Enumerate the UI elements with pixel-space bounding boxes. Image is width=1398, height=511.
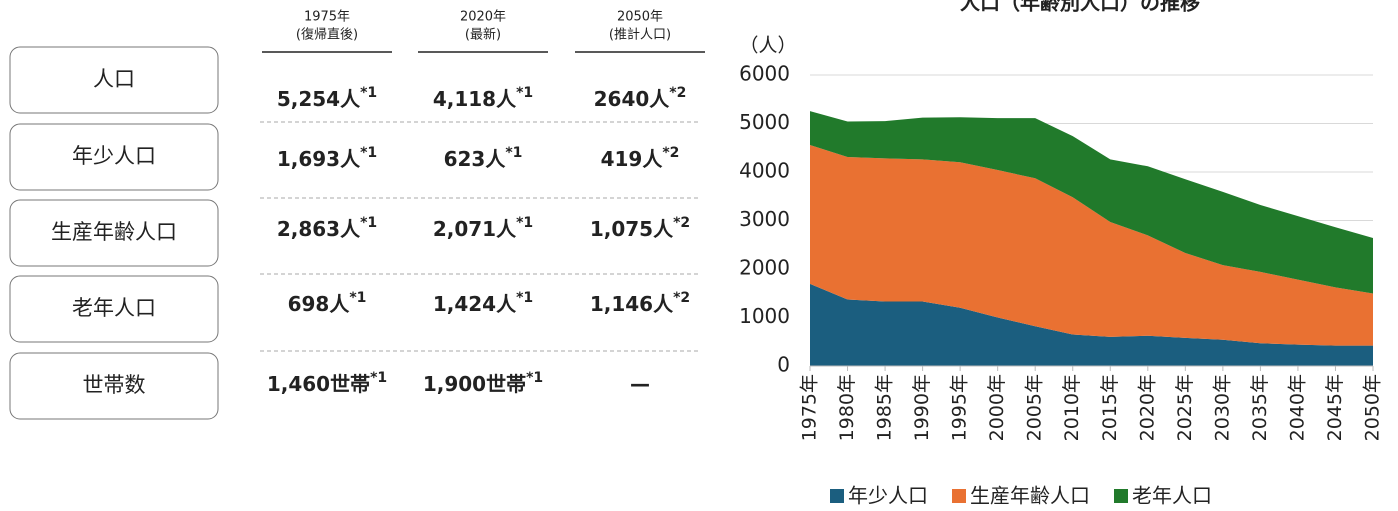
column-sub: (推計人口) [609,27,671,43]
x-tick-label: 2040年 [1286,374,1308,441]
row-label-box [9,123,219,191]
legend-swatch [830,489,844,503]
cell-note: *2 [669,85,686,101]
cell-value: 2,863人*1 [277,215,377,241]
cell-note: *1 [516,215,533,231]
cell-number: 698人 [288,292,351,316]
row-label-box [9,352,219,420]
x-tick-label: 2050年 [1362,374,1384,441]
cell-note: *1 [360,85,377,101]
x-tick-label: 2005年 [1024,374,1046,441]
y-tick-label: 0 [777,353,790,377]
x-tick-label: 1975年 [799,374,821,441]
cell-value: — [630,372,650,396]
x-tick-label: 1985年 [874,374,896,441]
cell-value: 1,460世帯*1 [267,370,387,396]
legend-label: 年少人口 [848,484,928,508]
column-year: 2050年 [617,10,663,25]
y-tick-label: 2000 [739,256,790,280]
x-tick-label: 2045年 [1324,374,1346,441]
cell-number: 2,863人 [277,217,361,241]
row-label: 人口 [93,67,135,91]
cell-value: 623人*1 [444,145,523,171]
cell-value: 1,075人*2 [590,215,690,241]
row-label: 年少人口 [72,144,156,168]
cell-number: 1,146人 [590,292,674,316]
legend-label: 生産年齢人口 [970,484,1090,508]
x-tick-label: 2030年 [1211,374,1233,441]
cell-number: — [630,372,650,396]
cell-value: 2640人*2 [594,85,687,111]
column-sub: (復帰直後) [296,27,358,43]
cell-value: 419人*2 [601,145,680,171]
x-tick-label: 2000年 [986,374,1008,441]
y-axis-label: （人） [739,35,796,57]
area [810,145,1373,346]
row-label-box [9,199,219,267]
y-tick-label: 3000 [739,207,790,231]
cell-number: 4,118人 [433,87,517,111]
cell-note: *2 [673,290,690,306]
x-tick-label: 2035年 [1249,374,1271,441]
row-label: 生産年齢人口 [51,220,177,244]
cell-value: 1,693人*1 [277,145,377,171]
cell-number: 2,071人 [433,217,517,241]
y-tick-label: 4000 [739,159,790,183]
row-label-box [9,275,219,343]
x-tick-label: 2015年 [1099,374,1121,441]
cell-number: 2640人 [594,87,671,111]
area [810,283,1373,366]
cell-note: *2 [673,215,690,231]
cell-value: 1,424人*1 [433,290,533,316]
cell-note: *2 [662,145,679,161]
cell-note: *1 [516,85,533,101]
legend-swatch [952,489,966,503]
cell-value: 4,118人*1 [433,85,533,111]
cell-value: 698人*1 [288,290,367,316]
cell-number: 1,900世帯 [423,372,526,396]
cell-value: 5,254人*1 [277,85,377,111]
cell-number: 1,693人 [277,147,361,171]
column-year: 2020年 [460,10,506,25]
x-tick-label: 2010年 [1061,374,1083,441]
cell-note: *1 [505,145,522,161]
y-tick-label: 6000 [739,62,790,86]
cell-number: 623人 [444,147,507,171]
cell-note: *1 [526,370,543,386]
y-tick-label: 1000 [739,304,790,328]
cell-value: 1,900世帯*1 [423,370,543,396]
row-label: 世帯数 [83,373,146,397]
column-sub: (最新) [465,27,501,43]
cell-number: 5,254人 [277,87,361,111]
chart-title: 人口（年齢別人口）の推移 [960,0,1200,15]
cell-note: *1 [360,215,377,231]
legend-swatch [1114,489,1128,503]
area [810,111,1373,294]
x-tick-label: 2020年 [1136,374,1158,441]
x-tick-label: 1980年 [836,374,858,441]
cell-note: *1 [349,290,366,306]
cell-note: *1 [370,370,387,386]
cell-note: *1 [360,145,377,161]
x-tick-label: 2025年 [1174,374,1196,441]
row-label-box [9,46,219,114]
x-tick-label: 1990年 [911,374,933,441]
y-tick-label: 5000 [739,110,790,134]
cell-note: *1 [516,290,533,306]
row-label: 老年人口 [72,296,156,320]
cell-number: 419人 [601,147,664,171]
cell-value: 1,146人*2 [590,290,690,316]
column-year: 1975年 [304,10,350,25]
x-tick-label: 1995年 [949,374,971,441]
cell-number: 1,075人 [590,217,674,241]
legend-label: 老年人口 [1132,484,1212,508]
cell-value: 2,071人*1 [433,215,533,241]
cell-number: 1,460世帯 [267,372,370,396]
cell-number: 1,424人 [433,292,517,316]
